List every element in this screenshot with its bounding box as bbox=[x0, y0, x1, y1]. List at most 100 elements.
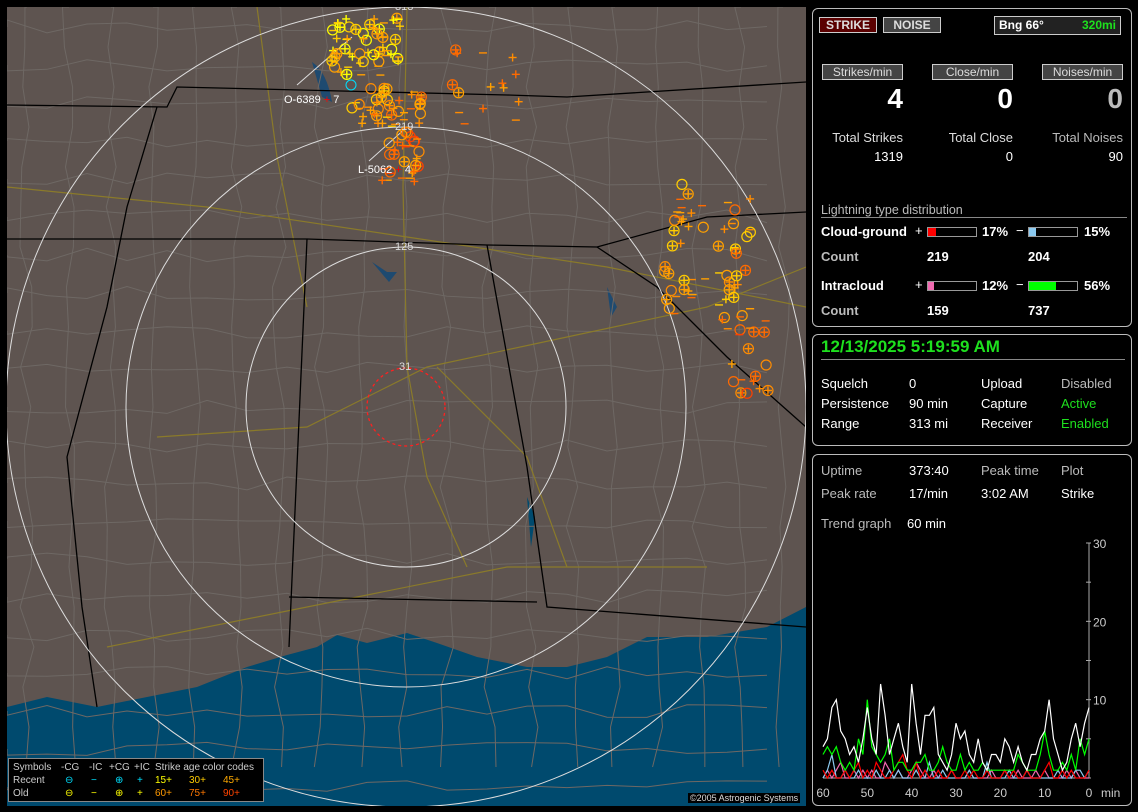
rates-panel: STRIKE NOISE Bng 66° 320mi Strikes/min C… bbox=[812, 8, 1132, 327]
peak-time-value: 3:02 AM bbox=[981, 486, 1029, 501]
strike-cg-icon bbox=[414, 98, 426, 110]
strike-cg-icon bbox=[368, 49, 380, 61]
county-line bbox=[7, 552, 768, 566]
roads bbox=[7, 7, 806, 648]
status-value: 0 bbox=[909, 376, 917, 391]
strike-cg-icon bbox=[384, 148, 396, 161]
strike-cg-icon bbox=[410, 159, 422, 171]
close-per-min-button[interactable]: Close/min bbox=[932, 64, 1013, 80]
age-code: 45+ bbox=[223, 775, 240, 786]
lightning-map[interactable]: 313 219 125 31 O-6389 + 7 L-5062 + 4 bbox=[7, 7, 806, 806]
county-line bbox=[565, 7, 580, 768]
noises-per-min-value: 0 bbox=[1107, 83, 1123, 114]
trend-graph: 30 20 10 60 50 40 30 20 10 0 min bbox=[816, 537, 1120, 800]
strike-cg-icon bbox=[328, 61, 341, 73]
strike-cg-icon bbox=[341, 68, 353, 80]
strike-cg-icon bbox=[731, 270, 743, 282]
ic-positive-percent: 12% bbox=[982, 278, 1009, 293]
strike-cg-icon bbox=[735, 387, 747, 399]
cloud-ground-label: Cloud-ground bbox=[821, 224, 907, 239]
legend-header: +CG bbox=[109, 762, 130, 773]
minus-icon: − bbox=[91, 775, 97, 786]
strike-cg-icon bbox=[414, 107, 427, 120]
plus-icon: + bbox=[137, 788, 143, 799]
map-canvas[interactable] bbox=[7, 7, 806, 806]
county-line bbox=[7, 325, 768, 339]
strike-cg-icon bbox=[388, 148, 400, 160]
minus-circle-icon: ⊖ bbox=[65, 788, 74, 799]
strike-button[interactable]: STRIKE bbox=[819, 17, 877, 33]
strike-cg-icon bbox=[371, 28, 383, 40]
strike-cg-icon bbox=[712, 240, 724, 252]
status-label: Receiver bbox=[981, 416, 1033, 431]
strike-cg-icon bbox=[375, 91, 387, 103]
strike-cg-icon bbox=[373, 55, 385, 68]
y-tick-label: 20 bbox=[1093, 615, 1107, 629]
strike-cg-icon bbox=[392, 105, 405, 117]
strike-cg-icon bbox=[762, 384, 774, 397]
distance-value: 320mi bbox=[1081, 18, 1116, 32]
x-tick-label: 60 bbox=[816, 786, 830, 800]
strike-cg-icon bbox=[360, 34, 372, 46]
intracloud-label: Intracloud bbox=[821, 278, 884, 293]
x-tick-label: 0 bbox=[1086, 786, 1093, 800]
total-strikes-value: 1319 bbox=[874, 149, 903, 164]
distribution-title: Lightning type distribution bbox=[821, 203, 1127, 218]
plot-value[interactable]: Strike bbox=[1061, 486, 1095, 501]
bar-fill bbox=[1029, 282, 1056, 290]
county-line bbox=[691, 7, 706, 768]
county-line bbox=[7, 438, 768, 453]
strike-cg-icon bbox=[729, 204, 741, 216]
ring-label-125: 125 bbox=[395, 241, 414, 253]
strike-cg-icon bbox=[682, 188, 694, 200]
county-line bbox=[7, 704, 768, 718]
range-ring bbox=[245, 246, 567, 568]
station-count: 4 bbox=[404, 164, 411, 176]
strike-cg-icon bbox=[381, 83, 393, 95]
strike-cg-icon bbox=[326, 55, 338, 67]
strike-cg-icon bbox=[345, 79, 357, 91]
strike-cg-icon bbox=[744, 226, 756, 238]
strike-cg-icon bbox=[383, 137, 395, 149]
county-line bbox=[524, 7, 539, 768]
status-value: Enabled bbox=[1061, 416, 1109, 431]
noise-button[interactable]: NOISE bbox=[883, 17, 941, 33]
county-line bbox=[7, 741, 768, 756]
strike-cg-icon bbox=[727, 376, 740, 388]
county-line bbox=[313, 7, 329, 768]
strike-cg-icon bbox=[721, 269, 733, 281]
x-tick-label: 30 bbox=[949, 786, 963, 800]
strikes-per-min-button[interactable]: Strikes/min bbox=[822, 64, 903, 80]
trend-panel: Uptime 373:40 Peak time Plot Peak rate 1… bbox=[812, 454, 1132, 806]
county-line bbox=[7, 59, 768, 72]
symbol-legend: Symbols -CG -IC +CG +IC Strike age color… bbox=[8, 758, 264, 802]
cg-negative-percent: 15% bbox=[1084, 224, 1111, 239]
station-label: O-6389 + 7 bbox=[284, 94, 339, 106]
strike-cg-icon bbox=[339, 43, 351, 55]
trend-graph-value[interactable]: 60 min bbox=[907, 516, 947, 531]
bar-fill bbox=[928, 282, 934, 290]
strike-cg-icon bbox=[760, 359, 772, 371]
uptime-label: Uptime bbox=[821, 463, 863, 478]
county-line bbox=[188, 7, 201, 768]
strike-cg-icon bbox=[739, 264, 752, 276]
age-code: 75+ bbox=[189, 788, 206, 799]
strike-cg-icon bbox=[741, 231, 753, 243]
strike-cg-icon bbox=[697, 221, 709, 233]
county-line bbox=[7, 136, 768, 148]
legend-header: -IC bbox=[89, 762, 103, 773]
county-line bbox=[230, 7, 243, 768]
county-line bbox=[7, 475, 768, 491]
noises-per-min-button[interactable]: Noises/min bbox=[1042, 64, 1123, 80]
county-line bbox=[7, 666, 768, 680]
peak-rate-label: Peak rate bbox=[821, 486, 877, 501]
status-label: Capture bbox=[981, 396, 1028, 411]
station-marker-icon: + bbox=[320, 94, 334, 106]
plus-circle-icon: ⊕ bbox=[115, 775, 124, 786]
strike-cg-icon bbox=[389, 33, 402, 46]
legend-header: +IC bbox=[134, 762, 150, 773]
plus-sign: + bbox=[915, 223, 923, 238]
status-value: Disabled bbox=[1061, 376, 1112, 391]
count-label: Count bbox=[821, 303, 859, 318]
county-line bbox=[7, 627, 768, 642]
